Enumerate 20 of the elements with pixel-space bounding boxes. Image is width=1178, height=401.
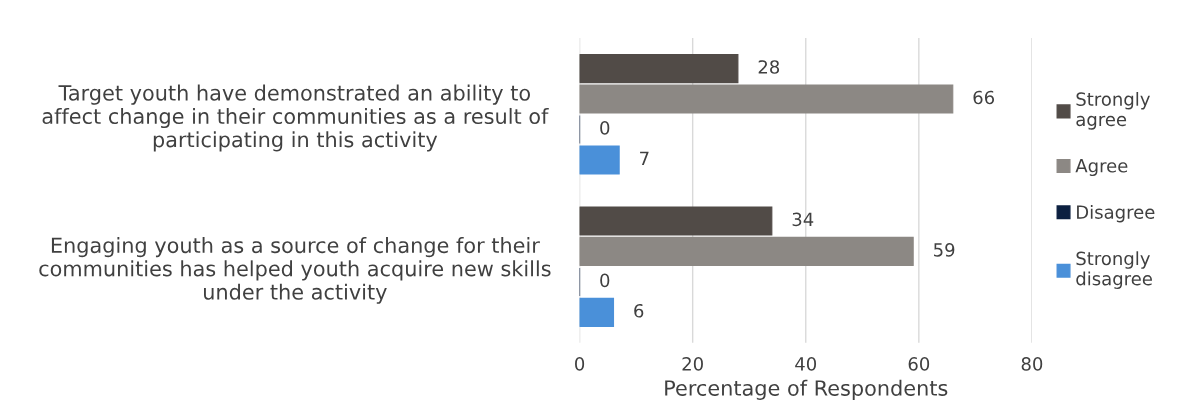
x-tick-label: 80 <box>1021 357 1043 371</box>
x-tick-label: 60 <box>908 357 930 371</box>
data-label: 59 <box>934 243 955 257</box>
legend-label: Agree <box>1075 159 1128 177</box>
data-label: 28 <box>758 60 780 74</box>
x-axis-title: Percentage of Respondents <box>665 379 948 400</box>
data-label: 66 <box>973 90 995 105</box>
data-label: 6 <box>634 303 644 318</box>
legend-label: Strongly agree <box>1076 91 1150 130</box>
x-tick-label: 0 <box>575 357 585 371</box>
data-label: 0 <box>600 273 610 288</box>
data-label: 34 <box>792 212 814 227</box>
data-label: 0 <box>600 121 610 135</box>
x-tick-label: 40 <box>795 357 817 371</box>
x-tick-label: 20 <box>682 357 703 371</box>
legend-label: Disagree <box>1077 204 1155 223</box>
data-label: 7 <box>640 151 649 165</box>
legend-label: Strongly disagree <box>1076 251 1152 289</box>
y-tick-label: Target youth have demonstrated an ability to affect change in their communities as a result of participating in this activity <box>42 84 549 152</box>
y-tick-label: Engaging youth as a source of change for their communities has helped youth acquire new skills under the activity <box>39 237 551 304</box>
